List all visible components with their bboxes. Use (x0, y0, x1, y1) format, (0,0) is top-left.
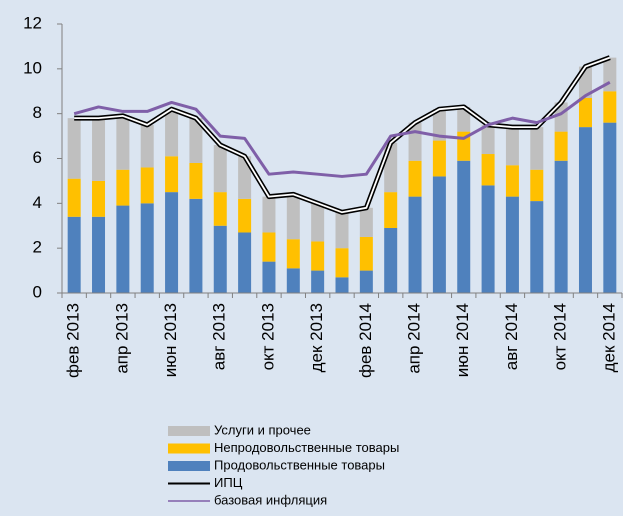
legend-label: базовая инфляция (214, 492, 327, 507)
bar-segment (432, 109, 446, 141)
bar-segment (140, 167, 154, 204)
bar-segment (384, 227, 398, 293)
bar-segment (189, 162, 203, 199)
bar-segment (408, 160, 422, 197)
legend-label: Непродовольственные товары (214, 440, 399, 455)
x-tick-label: июн 2014 (453, 303, 472, 377)
bar-segment (165, 109, 179, 157)
bar-segment (213, 192, 227, 226)
bar-segment (457, 160, 471, 293)
y-tick-label: 6 (33, 148, 42, 167)
bar-segment (530, 201, 544, 293)
line (73, 80, 611, 178)
legend-swatch (168, 426, 210, 436)
bar-segment (359, 207, 373, 237)
bar-segment (262, 232, 276, 262)
bar-segment (335, 212, 349, 249)
bar-segment (359, 236, 373, 271)
x-tick-label: авг 2014 (502, 303, 521, 370)
bar-segment (116, 115, 130, 170)
x-tick-label: фев 2013 (64, 303, 83, 378)
legend-swatch (168, 461, 210, 471)
bar-segment (481, 154, 495, 186)
y-tick-label: 4 (33, 193, 42, 212)
bar-segment (92, 180, 106, 217)
bar-segment (481, 124, 495, 155)
x-tick-label: окт 2013 (258, 303, 277, 370)
bar-segment (578, 97, 592, 128)
bar-segment (92, 118, 106, 181)
bar-segment (505, 165, 519, 197)
x-tick-label: дек 2014 (599, 303, 618, 372)
bar-segment (286, 239, 300, 269)
bar-segment (432, 140, 446, 177)
bar-segment (311, 203, 325, 242)
bar-segment (335, 277, 349, 293)
y-tick-label: 8 (33, 103, 42, 122)
x-tick-label: авг 2013 (210, 303, 229, 370)
bar-segment (384, 192, 398, 228)
bar-segment (140, 124, 154, 168)
bar-segment (408, 196, 422, 293)
bar-segment (530, 127, 544, 170)
bar-segment (165, 192, 179, 293)
bar-segment (311, 241, 325, 271)
bar-segment (432, 176, 446, 293)
bar-segment (578, 127, 592, 293)
bar-segment (140, 203, 154, 293)
x-tick-label: фев 2014 (356, 303, 375, 378)
bar-segment (165, 156, 179, 193)
bar-segment (505, 127, 519, 166)
bar-segment (286, 194, 300, 240)
bar-segment (213, 225, 227, 293)
bar-segment (481, 185, 495, 293)
bar-segment (189, 198, 203, 293)
x-tick-label: окт 2014 (551, 303, 570, 370)
bar-segment (262, 196, 276, 233)
x-tick-label: апр 2014 (405, 303, 424, 374)
bar-segment (262, 261, 276, 293)
y-tick-label: 10 (23, 58, 42, 77)
bar-segment (238, 232, 252, 293)
bar-segment (311, 270, 325, 293)
bar-segment (554, 131, 568, 161)
bar-segment (67, 118, 81, 179)
legend-label: ИПЦ (214, 475, 243, 490)
bar-segment (238, 156, 252, 199)
x-tick-label: апр 2013 (112, 303, 131, 374)
bar-segment (67, 178, 81, 217)
x-tick-label: июн 2013 (161, 303, 180, 377)
bar-segment (213, 145, 227, 193)
bar-segment (505, 196, 519, 293)
bar-segment (116, 205, 130, 293)
bar-segment (530, 169, 544, 202)
bar-segment (92, 216, 106, 293)
y-tick-label: 12 (23, 13, 42, 32)
y-tick-label: 0 (33, 282, 42, 301)
line (74, 56, 611, 214)
bar-segment (286, 268, 300, 293)
legend-label: Продовольственные товары (214, 457, 385, 472)
bar-segment (238, 198, 252, 233)
bar-segment (67, 216, 81, 293)
bar-segment (603, 91, 617, 123)
bar-segment (359, 270, 373, 293)
legend-label: Услуги и прочее (214, 422, 311, 437)
bar-segment (189, 118, 203, 163)
legend-swatch (168, 443, 210, 454)
bar-segment (554, 160, 568, 293)
bar-segment (335, 248, 349, 278)
line-outline (74, 55, 611, 215)
y-tick-label: 2 (33, 238, 42, 257)
bar-segment (116, 169, 130, 206)
bar-segment (457, 106, 471, 132)
x-tick-label: дек 2013 (307, 303, 326, 372)
bar-segment (603, 122, 617, 293)
